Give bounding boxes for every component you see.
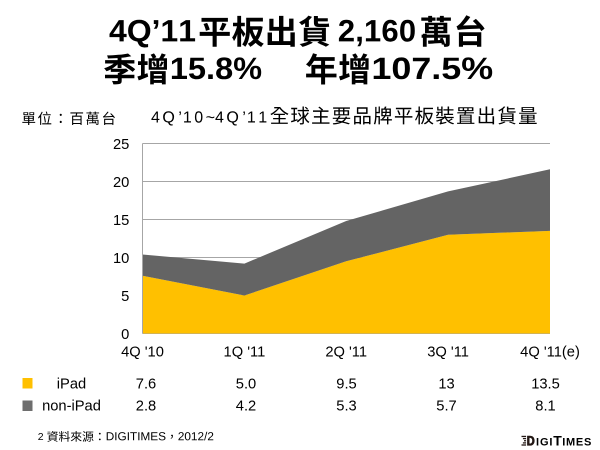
svg-text:5: 5 bbox=[121, 289, 129, 305]
svg-text:2: 2 bbox=[38, 431, 44, 443]
svg-text:4.2: 4.2 bbox=[236, 399, 256, 415]
svg-text:4Q '11(e): 4Q '11(e) bbox=[520, 345, 580, 361]
svg-text:4Q '10: 4Q '10 bbox=[121, 345, 164, 361]
svg-text:8.1: 8.1 bbox=[535, 399, 555, 415]
svg-text:IMES: IMES bbox=[562, 437, 592, 449]
svg-text:13: 13 bbox=[438, 377, 454, 393]
svg-text:3Q '11: 3Q '11 bbox=[427, 345, 469, 361]
svg-text:5.3: 5.3 bbox=[336, 399, 356, 415]
svg-text:20: 20 bbox=[113, 175, 129, 191]
svg-text:2.8: 2.8 bbox=[136, 399, 156, 415]
svg-text:13.5: 13.5 bbox=[531, 377, 560, 393]
svg-text:0: 0 bbox=[121, 327, 129, 343]
svg-text:2Q '11: 2Q '11 bbox=[325, 345, 367, 361]
svg-text:non-iPad: non-iPad bbox=[42, 399, 101, 415]
svg-text:5.0: 5.0 bbox=[236, 377, 256, 393]
svg-text:7.6: 7.6 bbox=[136, 377, 156, 393]
svg-text:10: 10 bbox=[113, 251, 129, 267]
svg-text:IGI: IGI bbox=[536, 437, 553, 449]
svg-text:1Q '11: 1Q '11 bbox=[224, 345, 266, 361]
svg-text:T: T bbox=[553, 433, 562, 449]
svg-text:5.7: 5.7 bbox=[436, 399, 456, 415]
svg-text:15: 15 bbox=[113, 213, 129, 229]
svg-text:iPad: iPad bbox=[57, 377, 86, 393]
svg-text:25: 25 bbox=[113, 137, 129, 153]
svg-text:9.5: 9.5 bbox=[336, 377, 356, 393]
